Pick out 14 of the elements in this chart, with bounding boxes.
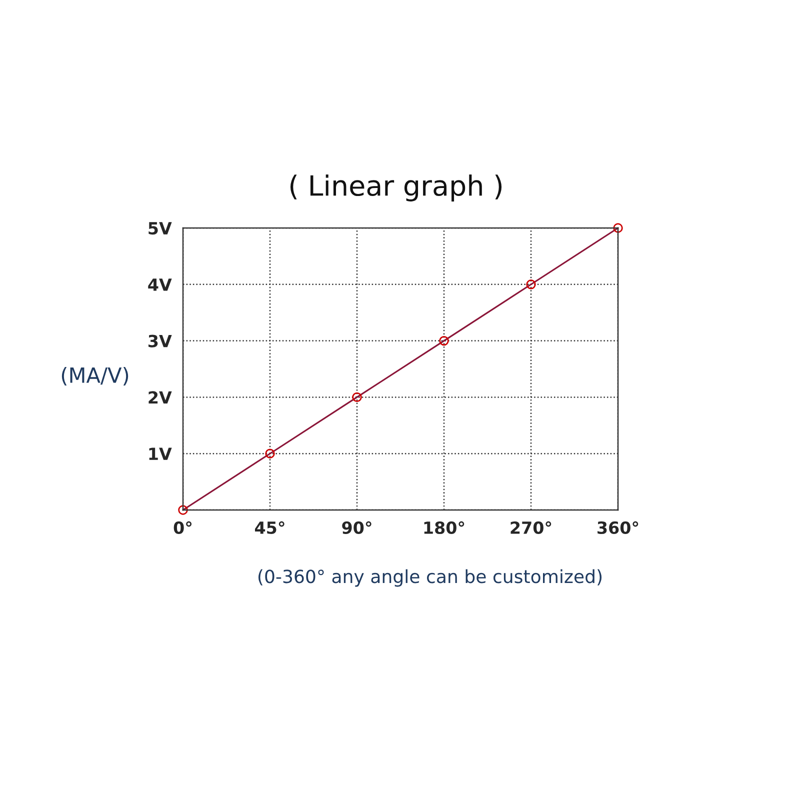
x-axis-title: (0-360° any angle can be customized)	[258, 569, 602, 587]
chart-title: ( Linear graph )	[290, 174, 502, 202]
x-tick-label: 270°	[510, 521, 552, 534]
y-tick-label: 4V	[148, 278, 172, 291]
y-tick-label: 1V	[149, 448, 172, 460]
x-tick-label: 360°	[598, 521, 638, 534]
x-tick-label: 45°	[254, 521, 284, 534]
y-tick-label: 3V	[148, 334, 172, 348]
x-tick-label: 180°	[424, 521, 464, 534]
x-tick-label: 90°	[342, 521, 372, 534]
y-tick-label: 5V	[148, 222, 172, 235]
y-axis-title: (MA/V)	[62, 366, 128, 386]
x-tick-label: 0°	[174, 521, 192, 534]
y-tick-label: 2V	[148, 391, 172, 404]
